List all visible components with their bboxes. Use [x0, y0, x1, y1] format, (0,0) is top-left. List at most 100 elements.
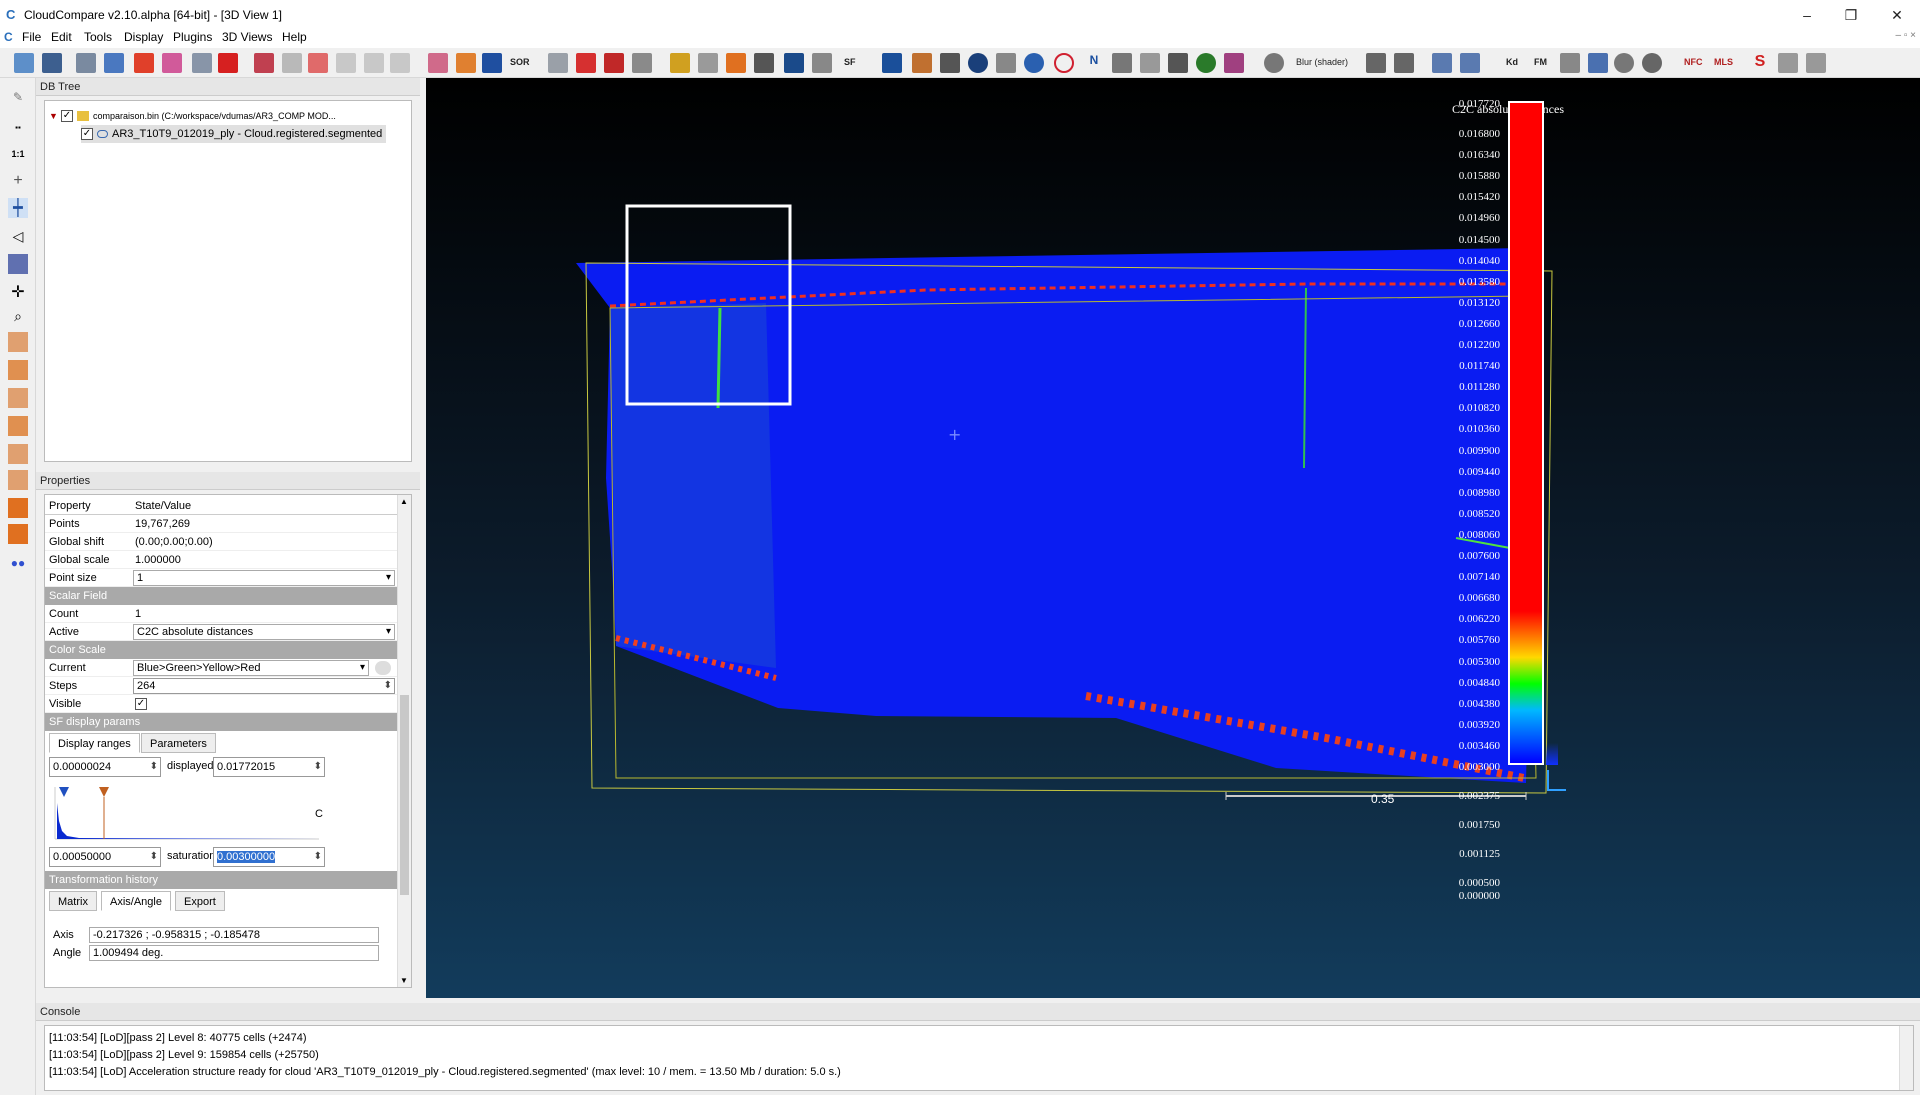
tool-icon[interactable]: [1560, 53, 1580, 73]
tool-icon[interactable]: [336, 53, 356, 73]
tab-export[interactable]: Export: [175, 891, 225, 911]
s-icon[interactable]: S: [1754, 53, 1766, 70]
tool-icon[interactable]: [1112, 53, 1132, 73]
tool-icon[interactable]: [1394, 53, 1414, 73]
close-button[interactable]: ✕: [1891, 7, 1903, 23]
visible-checkbox[interactable]: ✓: [135, 698, 147, 710]
fm-label[interactable]: FM: [1534, 57, 1547, 67]
menu-3d-views[interactable]: 3D Views: [222, 30, 273, 44]
move-icon[interactable]: ✛: [11, 284, 25, 301]
saturation-value[interactable]: 0.00300000: [217, 851, 276, 863]
app-menu-icon[interactable]: C: [4, 30, 13, 44]
save-icon[interactable]: [42, 53, 62, 73]
clapper-icon[interactable]: [882, 53, 902, 73]
tool-icon[interactable]: [1642, 53, 1662, 73]
sc-icon[interactable]: [428, 53, 448, 73]
view-top-icon[interactable]: [8, 360, 28, 380]
tree-item[interactable]: ✓ AR3_T10T9_012019_ply - Cloud.registered…: [81, 125, 387, 143]
color-scale-select[interactable]: Blue>Green>Yellow>Red: [133, 660, 369, 676]
scroll-thumb[interactable]: [400, 695, 409, 895]
properties-scrollbar[interactable]: ▲ ▼: [397, 495, 411, 987]
sample-icon[interactable]: [254, 53, 274, 73]
min-slider-handle[interactable]: [59, 787, 69, 797]
menu-plugins[interactable]: Plugins: [173, 30, 213, 44]
saturation-min-spinbox[interactable]: 0.00050000: [49, 847, 161, 867]
tool-icon[interactable]: [754, 53, 774, 73]
color-scale-editor-icon[interactable]: [375, 661, 391, 675]
view-back-icon[interactable]: [8, 416, 28, 436]
histogram-icon[interactable]: [670, 53, 690, 73]
list-icon[interactable]: [104, 53, 124, 73]
menu-display[interactable]: Display: [124, 30, 164, 44]
view-front-icon[interactable]: [8, 332, 28, 352]
circle-icon[interactable]: [1024, 53, 1044, 73]
point-size-select[interactable]: 1: [133, 570, 395, 586]
zoom-icon[interactable]: ⌕: [14, 308, 22, 324]
tool-icon[interactable]: [1140, 53, 1160, 73]
range-min-spinbox[interactable]: 0.00000024: [49, 757, 161, 777]
mls-label[interactable]: MLS: [1714, 57, 1733, 67]
tool-icon[interactable]: [1588, 53, 1608, 73]
tool-icon[interactable]: [940, 53, 960, 73]
selection-rectangle[interactable]: [625, 204, 792, 406]
active-sf-select[interactable]: C2C absolute distances: [133, 624, 395, 640]
nfc-label[interactable]: NFC: [1684, 57, 1703, 67]
tab-axis-angle[interactable]: Axis/Angle: [101, 891, 171, 911]
segment-icon[interactable]: [162, 53, 182, 73]
filter-icon[interactable]: [308, 53, 328, 73]
max-slider-handle[interactable]: [99, 787, 109, 797]
tab-matrix[interactable]: Matrix: [49, 891, 97, 911]
tool-icon[interactable]: [390, 53, 410, 73]
view-left-icon[interactable]: [8, 388, 28, 408]
saturation-spinbox[interactable]: 0.00300000: [213, 847, 325, 867]
light-icon[interactable]: [8, 254, 28, 274]
menu-edit[interactable]: Edit: [51, 30, 72, 44]
tool-icon[interactable]: [1778, 53, 1798, 73]
crosshair-icon[interactable]: +: [13, 172, 23, 189]
tree-checkbox[interactable]: ✓: [81, 128, 93, 141]
tool-icon[interactable]: [364, 53, 384, 73]
merge-icon[interactable]: [192, 53, 212, 73]
perspective-icon[interactable]: ◁: [12, 228, 24, 244]
plus-icon[interactable]: [576, 53, 596, 73]
menu-tools[interactable]: Tools: [84, 30, 113, 44]
tool-icon[interactable]: [1806, 53, 1826, 73]
stereo-icon[interactable]: ●●: [10, 556, 26, 570]
label-icon[interactable]: ▪▪: [15, 123, 21, 132]
tool-icon[interactable]: [282, 53, 302, 73]
iso-back-icon[interactable]: [8, 524, 28, 544]
gear-icon[interactable]: [76, 53, 96, 73]
sphere-icon[interactable]: [1196, 53, 1216, 73]
tree-item[interactable]: ▼ ✓ comparaison.bin (C:/workspace/vdumas/…: [49, 107, 336, 125]
tool-icon[interactable]: [1614, 53, 1634, 73]
transform-icon[interactable]: [134, 53, 154, 73]
tool-icon[interactable]: [812, 53, 832, 73]
minimize-button[interactable]: –: [1803, 7, 1811, 23]
view-right-icon[interactable]: [8, 444, 28, 464]
tool-icon[interactable]: [632, 53, 652, 73]
pencil-icon[interactable]: ✎: [12, 90, 24, 104]
tab-display-ranges[interactable]: Display ranges: [49, 733, 140, 753]
checker-icon[interactable]: [482, 53, 502, 73]
expand-icon[interactable]: ▼: [49, 111, 58, 121]
compass-icon[interactable]: [968, 53, 988, 73]
tool-icon[interactable]: [1432, 53, 1452, 73]
iso-front-icon[interactable]: [8, 498, 28, 518]
scroll-up-icon[interactable]: ▲: [400, 497, 408, 506]
blur-icon[interactable]: [1264, 53, 1284, 73]
tool-icon[interactable]: [698, 53, 718, 73]
normal-icon[interactable]: N: [1089, 53, 1099, 67]
scale-icon[interactable]: 1:1: [11, 149, 25, 159]
shield-icon[interactable]: [996, 53, 1016, 73]
kd-label[interactable]: Kd: [1506, 57, 1518, 67]
mdi-controls[interactable]: – ▫ ×: [1895, 30, 1916, 41]
tool-icon[interactable]: [1366, 53, 1386, 73]
view-bottom-icon[interactable]: [8, 470, 28, 490]
tree-checkbox[interactable]: ✓: [60, 110, 73, 123]
restore-button[interactable]: ❐: [1844, 7, 1858, 23]
ellipse-icon[interactable]: [1054, 53, 1074, 73]
open-icon[interactable]: [14, 53, 34, 73]
brush-icon[interactable]: [912, 53, 932, 73]
cut-icon[interactable]: [604, 53, 624, 73]
menu-file[interactable]: File: [22, 30, 42, 44]
